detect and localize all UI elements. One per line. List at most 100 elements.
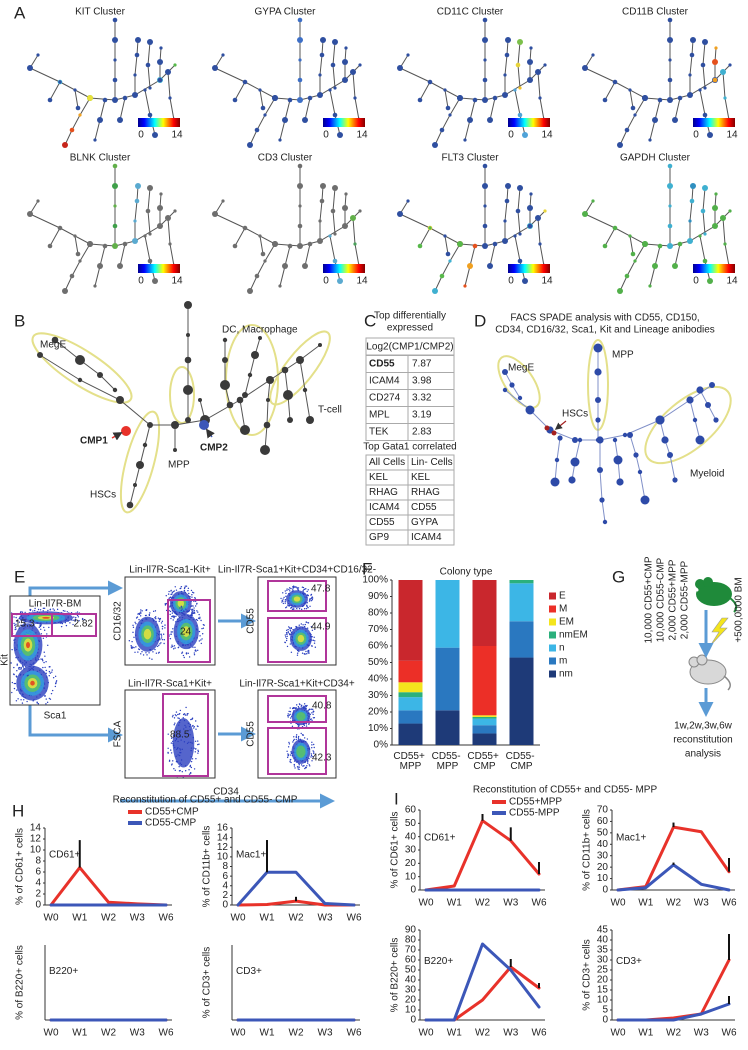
flow-dot	[172, 590, 174, 593]
flow-dot	[168, 597, 170, 600]
flow-dot	[160, 635, 163, 637]
y-tick-label: 5	[602, 1005, 608, 1016]
flow-dot	[292, 586, 294, 588]
flow-dot	[190, 589, 193, 592]
tree-node	[117, 263, 123, 269]
flow-dot	[285, 639, 288, 642]
tree-node	[260, 105, 266, 111]
bar-segment	[509, 583, 534, 622]
flow-density	[296, 745, 306, 758]
tree-node	[529, 192, 533, 196]
flow-dot	[310, 756, 312, 758]
flow-dot	[45, 669, 47, 672]
flow-dot	[181, 771, 183, 773]
x-tick-label: W6	[532, 1028, 547, 1039]
tree-node	[297, 97, 303, 103]
y-tick-label: 6	[222, 871, 228, 882]
chart-title: Reconstitution of CD55+ and CD55- CMP	[113, 795, 298, 806]
flow-dot	[173, 590, 175, 592]
flow-dot	[287, 631, 289, 633]
tree-edge	[144, 89, 156, 136]
flow-dot	[306, 765, 308, 767]
flow-dot	[133, 636, 135, 639]
flow-dot	[181, 608, 183, 610]
tree-edge	[604, 81, 616, 101]
tree-node	[613, 455, 623, 465]
series-line	[616, 1002, 731, 1022]
flow-dot	[177, 717, 179, 719]
flow-dot	[39, 609, 42, 611]
flow-dot	[46, 701, 49, 704]
tree-node	[147, 258, 153, 264]
panel-letter: D	[474, 311, 486, 330]
x-tick-label: W3	[318, 913, 333, 924]
tree-node	[78, 259, 82, 263]
flow-dot	[185, 652, 188, 654]
flow-dot	[307, 589, 309, 591]
tree-node	[515, 208, 521, 214]
y-tick-label: 16	[217, 823, 229, 834]
flow-dot	[288, 605, 290, 607]
colorbar-min: 0	[323, 276, 329, 287]
flow-dot	[151, 658, 153, 660]
tree-node	[247, 142, 253, 148]
flow-dot	[179, 607, 181, 609]
tree-node	[254, 127, 260, 133]
flow-dot	[138, 612, 141, 614]
flow-dot	[154, 648, 156, 651]
tree-node	[687, 92, 693, 98]
tree-node	[502, 369, 508, 375]
x-tick-label: W2	[101, 913, 116, 924]
tree-node	[535, 69, 541, 75]
flow-dot	[160, 633, 162, 635]
tree-node	[517, 112, 523, 118]
tree-edge	[514, 89, 526, 136]
y-tick-label: 40	[405, 831, 417, 842]
tree-node	[75, 251, 81, 257]
flow-dot	[128, 640, 131, 642]
flow-dot	[289, 707, 291, 709]
tree-node	[320, 183, 326, 189]
flow-dot	[307, 621, 309, 624]
y-tick-label: 20	[405, 858, 417, 869]
flow-dot	[183, 656, 185, 659]
flow-dot	[297, 588, 299, 591]
tree-node	[624, 273, 630, 279]
flow-dot	[288, 714, 290, 716]
flow-dot	[51, 669, 53, 671]
tree-node	[728, 63, 732, 67]
flow-dot	[26, 700, 28, 703]
tree-node	[87, 241, 93, 247]
flow-dot	[178, 615, 180, 617]
flow-dot	[194, 605, 197, 607]
flow-dot	[13, 687, 16, 690]
flow-dot	[17, 698, 19, 700]
gate-value: 2.82	[74, 619, 94, 630]
tree-edge	[514, 235, 526, 282]
table-cell-text: CD55	[369, 359, 395, 370]
y-tick-label: 50%	[368, 657, 388, 668]
tree-node	[258, 234, 262, 238]
x-tick-label: W3	[694, 898, 709, 909]
tree-node	[226, 401, 234, 409]
legend-label: m	[559, 656, 567, 667]
flow-dot	[173, 645, 176, 647]
y-tick-label: 50	[405, 818, 417, 829]
flow-dot	[132, 624, 134, 627]
tree-node	[443, 234, 447, 238]
tree-node	[527, 205, 533, 211]
tree-node	[448, 113, 452, 117]
y-tick-label: 0	[602, 885, 608, 896]
tree-node	[482, 243, 488, 249]
flow-dot	[184, 770, 187, 772]
legend-label: CD55-CMP	[145, 818, 196, 829]
colorbar	[508, 264, 550, 273]
flow-dot	[131, 647, 133, 649]
tree-node	[342, 77, 348, 83]
tree-node	[712, 59, 718, 65]
flow-dot	[290, 587, 292, 590]
flow-dot	[42, 660, 44, 662]
flow-dot	[155, 617, 157, 620]
y-tick-label: 12	[217, 842, 229, 853]
y-tick-label: 30	[405, 985, 417, 996]
